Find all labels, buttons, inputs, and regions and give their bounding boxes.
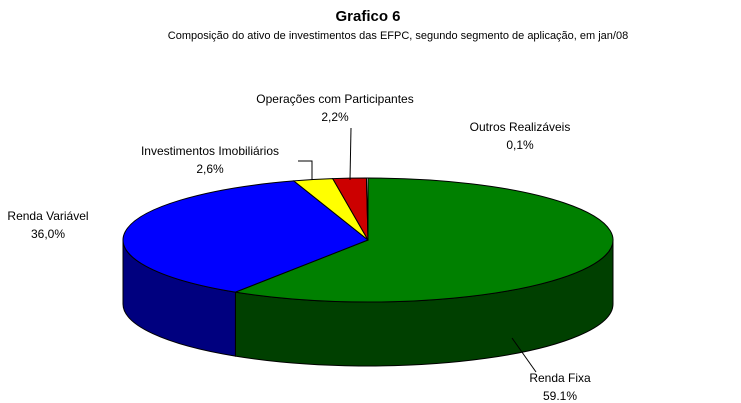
slice-value-label: 36,0% bbox=[31, 227, 65, 241]
slice-value-label: 2,6% bbox=[196, 162, 224, 176]
chart-title: Grafico 6 bbox=[335, 8, 400, 25]
slice-label: Outros Realizáveis bbox=[470, 120, 571, 134]
slice-value-label: 2,2% bbox=[321, 110, 349, 124]
leader-line bbox=[349, 127, 352, 181]
slice bbox=[233, 177, 614, 303]
slice-value-label: 0,1% bbox=[506, 138, 534, 152]
slice-label: Operações com Participantes bbox=[256, 92, 413, 106]
slice-label: Renda Fixa bbox=[529, 371, 591, 385]
leader-line bbox=[298, 160, 313, 180]
chart-subtitle: Composição do ativo de investimentos das… bbox=[168, 30, 628, 42]
slice bbox=[122, 180, 369, 293]
slice-label: Investimentos Imobiliários bbox=[141, 144, 279, 158]
leader-line bbox=[511, 337, 537, 373]
slice-value-label: 59.1% bbox=[543, 389, 577, 403]
slice bbox=[365, 177, 369, 241]
slice-label: Renda Variável bbox=[7, 209, 88, 223]
